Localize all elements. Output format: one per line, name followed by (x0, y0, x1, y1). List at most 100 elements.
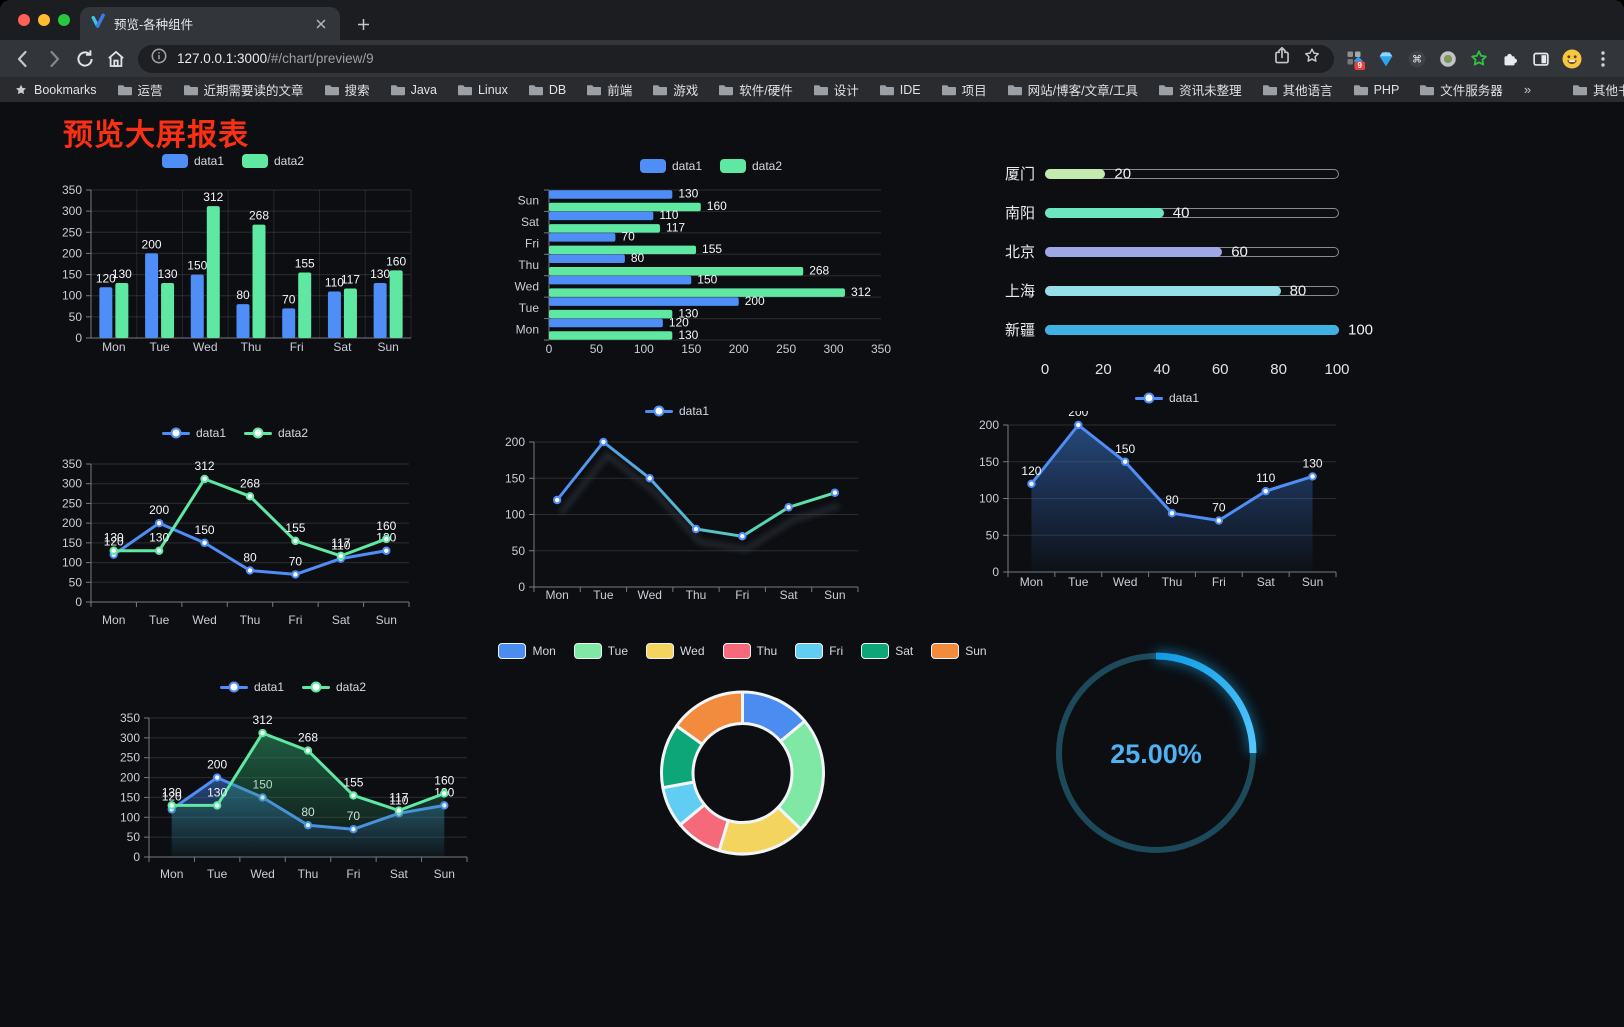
area-chart[interactable]: data1 0 50 100 150 200 Mon Tue Wed Thu Fri Sat Sun 12… (975, 385, 1359, 592)
extensions-puzzle-icon[interactable] (1497, 46, 1523, 72)
tab-close-icon[interactable] (312, 15, 330, 33)
other-bookmarks-item[interactable]: 其他书签 (1573, 80, 1624, 99)
progress-label: 上海 (1004, 283, 1035, 300)
browser-tab[interactable]: 预览-各种组件 (80, 7, 340, 40)
legend-item[interactable]: data1 (219, 680, 284, 694)
minimize-window-button[interactable] (38, 14, 50, 26)
legend-item[interactable]: data1 (644, 404, 709, 418)
svg-text:150: 150 (681, 342, 701, 356)
progress-row[interactable]: 上海 80 (990, 271, 1375, 310)
svg-text:70: 70 (282, 292, 296, 306)
progress-row[interactable]: 南阳 40 (990, 193, 1375, 232)
gem-extension-icon[interactable] (1373, 46, 1399, 72)
maximize-window-button[interactable] (58, 14, 70, 26)
donut-chart[interactable]: Mon Tue Wed Thu Fri Sat Sun (498, 638, 987, 864)
address-bar[interactable]: 127.0.0.1:3000/#/chart/preview/9 (138, 44, 1334, 73)
gauge-chart[interactable]: 25.00% (1040, 640, 1280, 870)
bookmark-folder[interactable]: Linux (457, 83, 508, 97)
svg-text:120: 120 (104, 535, 124, 549)
bookmark-folder[interactable]: IDE (879, 82, 921, 97)
folder-icon (1573, 84, 1588, 95)
command-extension-icon[interactable]: ⌘ (1404, 46, 1430, 72)
progress-label: 新疆 (1004, 322, 1035, 339)
bookmark-label: IDE (899, 82, 921, 97)
multi-area-line-chart[interactable]: data1 data2 0 50 100 150 200 250 300 350 Mon Tue Wed… (103, 674, 483, 884)
browser-menu-icon[interactable] (1590, 46, 1616, 72)
legend-item[interactable]: Fri (795, 643, 843, 659)
svg-text:0: 0 (992, 565, 999, 579)
progress-row[interactable]: 厦门 20 (990, 154, 1375, 193)
legend-item[interactable]: Mon (498, 643, 556, 659)
site-info-icon[interactable] (150, 47, 168, 70)
multi-line-chart[interactable]: data1 data2 0 50 100 150 200 250 300 350 Mon Tue Wed… (45, 420, 425, 630)
legend-item[interactable]: data2 (302, 680, 366, 694)
legend-item[interactable]: data2 (242, 154, 304, 168)
url-text[interactable]: 127.0.0.1:3000/#/chart/preview/9 (177, 51, 1262, 66)
bookmarks-overflow[interactable]: » (1523, 82, 1532, 97)
svg-text:50: 50 (986, 528, 1000, 542)
emoji-profile-icon[interactable] (1559, 46, 1585, 72)
svg-text:130: 130 (207, 785, 227, 799)
extension-grid-badge-icon[interactable]: 9 (1342, 46, 1368, 72)
close-window-button[interactable] (18, 14, 30, 26)
svg-text:70: 70 (621, 230, 635, 244)
bookmark-folder[interactable]: 近期需要读的文章 (183, 80, 304, 99)
pie-slice[interactable] (675, 690, 744, 746)
bookmark-folder[interactable]: 其他语言 (1262, 80, 1333, 99)
back-button[interactable] (8, 44, 37, 73)
bookmark-folder[interactable]: 网站/博客/文章/工具 (1007, 80, 1138, 99)
legend-item[interactable]: Sun (931, 643, 987, 659)
svg-text:300: 300 (62, 204, 82, 218)
record-extension-icon[interactable] (1435, 46, 1461, 72)
progress-axis: 0 20 40 60 80 100 (1041, 361, 1350, 381)
bookmark-folder[interactable]: 运营 (117, 80, 163, 99)
legend-swatch (639, 159, 666, 173)
legend-item[interactable]: data2 (244, 426, 308, 440)
bookmark-folder[interactable]: PHP (1353, 83, 1399, 97)
green-star-extension-icon[interactable] (1466, 46, 1492, 72)
bookmark-star-icon[interactable] (1302, 46, 1322, 71)
legend-item[interactable]: Tue (573, 643, 628, 659)
legend-item[interactable]: data1 (639, 159, 702, 173)
reload-button[interactable] (70, 44, 99, 73)
bookmark-folder[interactable]: DB (528, 83, 566, 97)
legend-item[interactable]: Sat (861, 643, 913, 659)
chart-legend: data1 (975, 385, 1359, 411)
bookmark-folder[interactable]: 资讯未整理 (1159, 80, 1242, 99)
gradient-line-chart[interactable]: data1 0 50 100 150 200 Mon Tue Wed Thu Fri Sat Sun (488, 398, 866, 605)
bookmark-folder[interactable]: 文件服务器 (1420, 80, 1503, 99)
side-panel-icon[interactable] (1528, 46, 1554, 72)
svg-text:350: 350 (871, 342, 891, 356)
new-tab-button[interactable] (348, 9, 378, 39)
legend-item[interactable]: data1 (161, 154, 224, 168)
progress-row[interactable]: 新疆 100 (990, 310, 1375, 349)
legend-item[interactable]: data1 (1134, 391, 1199, 405)
legend-item[interactable]: data1 (161, 426, 226, 440)
svg-text:Fri: Fri (1212, 575, 1226, 589)
folder-icon (390, 84, 405, 95)
progress-bar-chart[interactable]: 厦门 20 南阳 40 北京 60 上海 80 新疆 1 (990, 154, 1375, 394)
svg-text:50: 50 (512, 544, 526, 558)
bookmark-folder[interactable]: 设计 (813, 80, 859, 99)
bookmark-label: 项目 (961, 84, 987, 98)
progress-row[interactable]: 北京 60 (990, 232, 1375, 271)
bookmark-folder[interactable]: 游戏 (653, 80, 698, 99)
forward-button[interactable] (39, 44, 68, 73)
bookmark-folder[interactable]: 软件/硬件 (719, 80, 793, 99)
legend-item[interactable]: data2 (720, 159, 782, 173)
home-button[interactable] (101, 44, 130, 73)
bookmarks-manager-item[interactable]: Bookmarks (14, 83, 97, 97)
grouped-bar-chart[interactable]: data1 data2 0 50 100 150 200 250 300 350 120 200 150… (45, 148, 421, 357)
svg-text:200: 200 (120, 771, 140, 785)
legend-item[interactable]: Thu (722, 643, 777, 659)
legend-item[interactable]: Wed (646, 643, 705, 659)
bookmark-folder[interactable]: 前端 (587, 80, 632, 99)
bookmark-folder[interactable]: Java (390, 83, 437, 97)
horizontal-bar-chart[interactable]: data1 data2 0 50 100 150 200 250 300 350 Sun 130 160… (505, 153, 917, 359)
svg-text:200: 200 (1068, 411, 1088, 419)
bookmark-folder[interactable]: 搜索 (324, 80, 370, 99)
chart-canvas: 0 50 100 150 200 250 300 350 Mon Tue Wed Thu Fri Sat S… (120, 711, 468, 881)
share-icon[interactable] (1271, 45, 1293, 72)
bookmark-folder[interactable]: 项目 (941, 80, 987, 99)
svg-text:Thu: Thu (518, 258, 539, 272)
